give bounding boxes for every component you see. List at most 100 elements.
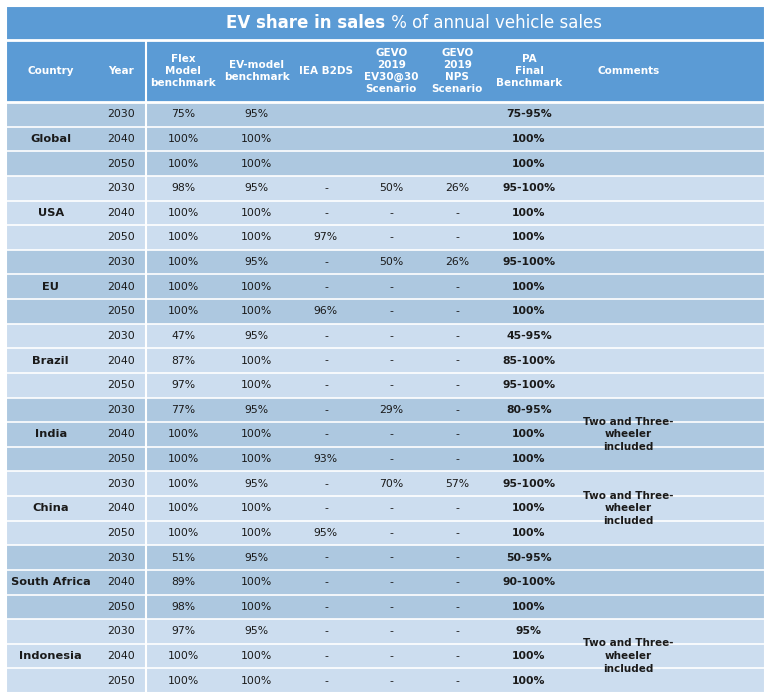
Text: 51%: 51%: [171, 553, 195, 563]
Text: 2050: 2050: [107, 233, 135, 243]
Text: 100%: 100%: [512, 528, 546, 538]
Text: 2030: 2030: [107, 257, 135, 267]
Text: South Africa: South Africa: [11, 577, 91, 587]
Text: 100%: 100%: [241, 208, 272, 218]
Bar: [6, 275, 765, 299]
Text: 2050: 2050: [107, 528, 135, 538]
Text: -: -: [324, 183, 328, 193]
Text: -: -: [456, 233, 460, 243]
Text: -: -: [324, 577, 328, 587]
Text: 2040: 2040: [107, 208, 135, 218]
Text: 87%: 87%: [171, 356, 195, 366]
Text: 100%: 100%: [241, 306, 272, 317]
Text: 100%: 100%: [241, 676, 272, 686]
Text: -: -: [324, 503, 328, 513]
Text: 95%: 95%: [314, 528, 338, 538]
Text: Year: Year: [108, 66, 134, 76]
Bar: [6, 644, 765, 668]
Text: 98%: 98%: [171, 602, 195, 612]
Text: 2030: 2030: [107, 331, 135, 341]
Text: Two and Three-
wheeler
included: Two and Three- wheeler included: [583, 491, 674, 526]
Text: 100%: 100%: [241, 454, 272, 464]
Text: -: -: [324, 208, 328, 218]
Text: 95%: 95%: [244, 626, 269, 636]
Bar: [6, 250, 765, 275]
Text: -: -: [456, 356, 460, 366]
Text: 95%: 95%: [244, 257, 269, 267]
Text: -: -: [389, 208, 393, 218]
Text: -: -: [324, 282, 328, 291]
Text: 100%: 100%: [241, 282, 272, 291]
Text: -: -: [389, 429, 393, 440]
Text: -: -: [324, 380, 328, 390]
Bar: [6, 373, 765, 398]
Text: 100%: 100%: [512, 282, 546, 291]
Text: 100%: 100%: [241, 159, 272, 168]
Bar: [6, 619, 765, 644]
Text: -: -: [456, 602, 460, 612]
Text: -: -: [389, 602, 393, 612]
Text: 80-95%: 80-95%: [506, 405, 552, 415]
Text: 95-100%: 95-100%: [503, 257, 556, 267]
Text: 95%: 95%: [244, 405, 269, 415]
Text: 45-95%: 45-95%: [506, 331, 552, 341]
Text: 100%: 100%: [241, 602, 272, 612]
Text: 26%: 26%: [445, 257, 470, 267]
Text: 77%: 77%: [171, 405, 195, 415]
Text: -: -: [389, 233, 393, 243]
Text: Two and Three-
wheeler
included: Two and Three- wheeler included: [583, 417, 674, 452]
Text: 95%: 95%: [244, 183, 269, 193]
Text: 2030: 2030: [107, 405, 135, 415]
Text: GEVO
2019
NPS
Scenario: GEVO 2019 NPS Scenario: [432, 48, 483, 94]
Text: 2040: 2040: [107, 356, 135, 366]
Text: 95-100%: 95-100%: [503, 183, 556, 193]
Text: 50%: 50%: [379, 183, 403, 193]
Text: Comments: Comments: [598, 66, 659, 76]
Text: EV share in sales: EV share in sales: [227, 14, 386, 32]
Bar: [6, 201, 765, 225]
Bar: [6, 176, 765, 201]
Text: 100%: 100%: [241, 577, 272, 587]
Text: 2030: 2030: [107, 553, 135, 563]
Text: China: China: [32, 503, 69, 513]
Text: USA: USA: [38, 208, 64, 218]
Text: IEA B2DS: IEA B2DS: [299, 66, 353, 76]
Text: -: -: [456, 429, 460, 440]
Text: 100%: 100%: [512, 159, 546, 168]
Text: 100%: 100%: [512, 429, 546, 440]
Text: -: -: [324, 405, 328, 415]
Text: 50-95%: 50-95%: [506, 553, 552, 563]
Text: 95%: 95%: [244, 331, 269, 341]
Text: 29%: 29%: [379, 405, 403, 415]
Text: 2050: 2050: [107, 159, 135, 168]
Text: 2050: 2050: [107, 454, 135, 464]
Text: -: -: [324, 257, 328, 267]
Text: 100%: 100%: [512, 454, 546, 464]
Text: EU: EU: [42, 282, 59, 291]
Text: 100%: 100%: [241, 134, 272, 144]
Text: 95%: 95%: [244, 553, 269, 563]
Bar: [6, 545, 765, 570]
Text: 93%: 93%: [314, 454, 338, 464]
Text: -: -: [456, 380, 460, 390]
Text: 100%: 100%: [512, 233, 546, 243]
Text: 89%: 89%: [171, 577, 195, 587]
Bar: [6, 496, 765, 521]
Text: 100%: 100%: [167, 676, 199, 686]
Text: 100%: 100%: [167, 233, 199, 243]
Text: 75%: 75%: [171, 109, 195, 120]
Text: Global: Global: [30, 134, 72, 144]
Text: -: -: [389, 626, 393, 636]
Bar: [6, 471, 765, 496]
Text: -: -: [324, 479, 328, 489]
Text: 85-100%: 85-100%: [503, 356, 556, 366]
Text: -: -: [456, 577, 460, 587]
Text: 100%: 100%: [167, 479, 199, 489]
Text: 100%: 100%: [167, 651, 199, 661]
Text: -: -: [456, 306, 460, 317]
Text: 2040: 2040: [107, 651, 135, 661]
Text: EV-model
benchmark: EV-model benchmark: [224, 60, 290, 82]
Text: Flex
Model
benchmark: Flex Model benchmark: [150, 54, 216, 88]
Text: -: -: [456, 405, 460, 415]
Text: 95-100%: 95-100%: [503, 380, 556, 390]
